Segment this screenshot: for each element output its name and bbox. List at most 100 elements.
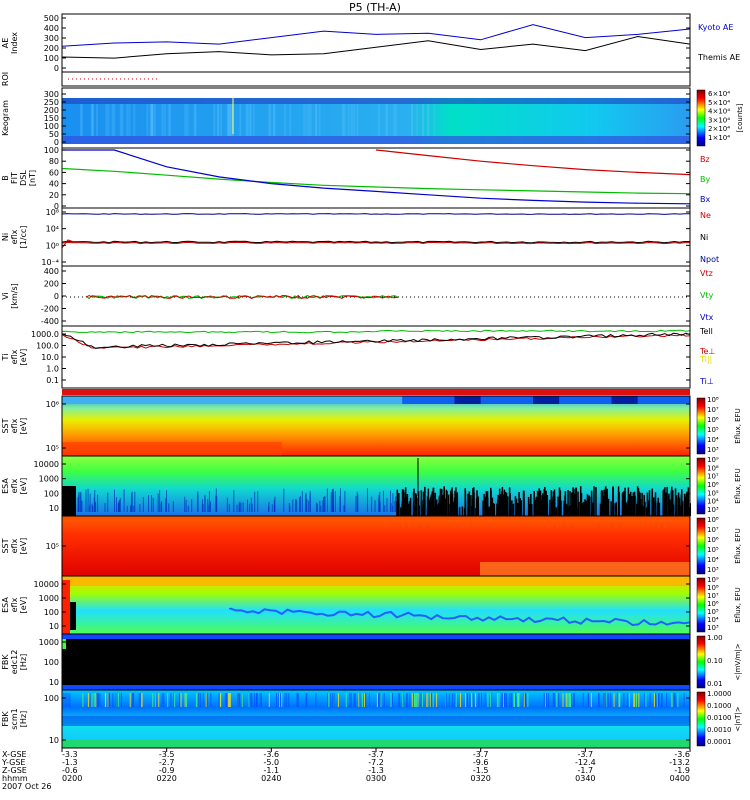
colorbar-tick: 10⁶ <box>707 536 719 544</box>
spectrogram-cell <box>395 496 397 512</box>
colorbar-tick: 10⁹ <box>707 576 719 584</box>
spectrogram-cell <box>663 396 691 404</box>
spectrogram-cell <box>491 693 493 707</box>
spectrogram-cell <box>131 491 133 512</box>
colorbar-tick: 10⁷ <box>707 592 719 600</box>
keogram-streak <box>309 104 312 136</box>
spectrogram-cell <box>454 693 456 707</box>
spectrogram-cell <box>62 639 66 649</box>
keogram-streak <box>163 104 166 136</box>
spectrogram-cell <box>96 693 98 707</box>
series-line-te-perp <box>61 333 691 349</box>
spectrogram-cell <box>119 499 121 512</box>
spectrogram-cell <box>439 497 441 516</box>
colorbar-label: <|nT|> <box>734 706 742 731</box>
spectrogram-cell <box>470 494 472 516</box>
spectrogram-cell <box>527 496 530 516</box>
y-tick-label: 200 <box>44 106 59 115</box>
keogram-streak <box>315 104 318 136</box>
spectrogram-cell <box>365 693 367 707</box>
colorbar-label: Eflux, EFU <box>734 528 742 563</box>
spectrogram-cell <box>538 488 540 516</box>
legend-entry: Ne <box>700 211 711 220</box>
keogram-streak <box>395 104 398 136</box>
colorbar-tick: 10⁶ <box>707 600 719 608</box>
spectrogram-cell <box>555 507 558 516</box>
spectrogram-cell <box>253 693 255 707</box>
spectrogram-cell <box>300 496 302 512</box>
spectrogram-cell <box>420 501 422 516</box>
keogram-streak <box>128 104 131 136</box>
spectrogram-cell <box>496 503 498 516</box>
spectrogram-cell <box>468 498 470 516</box>
spectrogram-cell <box>201 499 203 512</box>
spectrogram-cell <box>500 496 502 516</box>
keogram-streak <box>92 104 95 136</box>
spectrogram-cell <box>422 491 425 516</box>
keogram-streak <box>126 104 129 136</box>
spectrogram-cell <box>545 693 547 707</box>
spectrogram-cell <box>95 693 97 707</box>
y-axis-label: [Hz] <box>19 654 28 670</box>
y-tick-label: 1000 <box>39 594 59 603</box>
y-tick-label: 400 <box>44 24 59 33</box>
spectrogram-bg <box>62 634 690 690</box>
footer-value: -9.6 <box>473 758 489 767</box>
keogram-streak <box>307 104 310 136</box>
keogram-streak <box>411 104 414 136</box>
spectrogram-cell <box>567 490 569 516</box>
spectrogram-cell <box>452 693 454 707</box>
spectrogram-cell <box>259 693 261 707</box>
spectrogram-cell <box>631 495 633 516</box>
spectrogram-cell <box>62 716 690 726</box>
spectrogram-cell <box>518 492 520 516</box>
spectrogram-cell <box>178 693 180 707</box>
y-axis-label: eflx <box>10 597 19 612</box>
spectrogram-cell <box>552 491 555 516</box>
spectrogram-cell <box>553 693 555 707</box>
spectrogram-cell <box>378 500 380 512</box>
spectrogram-cell <box>159 490 161 512</box>
spectrogram-cell <box>638 693 640 707</box>
keogram-streak <box>347 104 350 136</box>
series-line-ne <box>61 241 690 245</box>
keogram-streak <box>386 104 389 136</box>
keogram-streak <box>246 104 249 136</box>
y-tick-label: 10⁰ <box>46 241 59 250</box>
spectrogram-cell <box>544 693 546 707</box>
spectrogram-cell <box>192 396 220 404</box>
legend-entry: Bx <box>700 195 710 204</box>
panel-frame <box>61 71 691 87</box>
spectrogram-cell <box>284 693 286 707</box>
y-axis-label: eflx <box>10 418 19 433</box>
spectrogram-cell <box>493 503 496 516</box>
series-line-ti-parallel <box>61 329 691 334</box>
spectrogram-cell <box>236 504 238 512</box>
spectrogram-cell <box>586 494 589 516</box>
spectrogram-cell <box>166 396 194 404</box>
legend-entry: Bz <box>700 155 710 164</box>
spectrogram-cell <box>486 497 489 516</box>
spectrogram-cell <box>355 495 357 512</box>
keogram-streak <box>289 104 292 136</box>
spectrogram-cell <box>471 693 473 707</box>
spectrogram-cell <box>417 491 420 516</box>
legend-entry: Ni <box>700 233 708 242</box>
spectrogram-cell <box>357 494 359 512</box>
colorbar-tick: 10⁴ <box>707 436 719 444</box>
spectrogram-cell <box>186 693 188 707</box>
keogram-streak <box>150 104 153 136</box>
spectrogram-cell <box>504 693 506 707</box>
spectrogram-cell <box>570 505 572 516</box>
spectrogram-cell <box>398 503 400 516</box>
spectrogram-cell <box>224 693 226 707</box>
colorbar <box>696 457 706 515</box>
legend-entry: By <box>700 175 710 184</box>
spectrogram-cell <box>478 693 480 707</box>
spectrogram-cell <box>612 486 614 516</box>
spectrogram-cell <box>332 693 334 707</box>
keogram-streak <box>90 104 93 136</box>
y-tick-label: 400 <box>44 267 59 276</box>
spectrogram-cell <box>356 491 358 512</box>
